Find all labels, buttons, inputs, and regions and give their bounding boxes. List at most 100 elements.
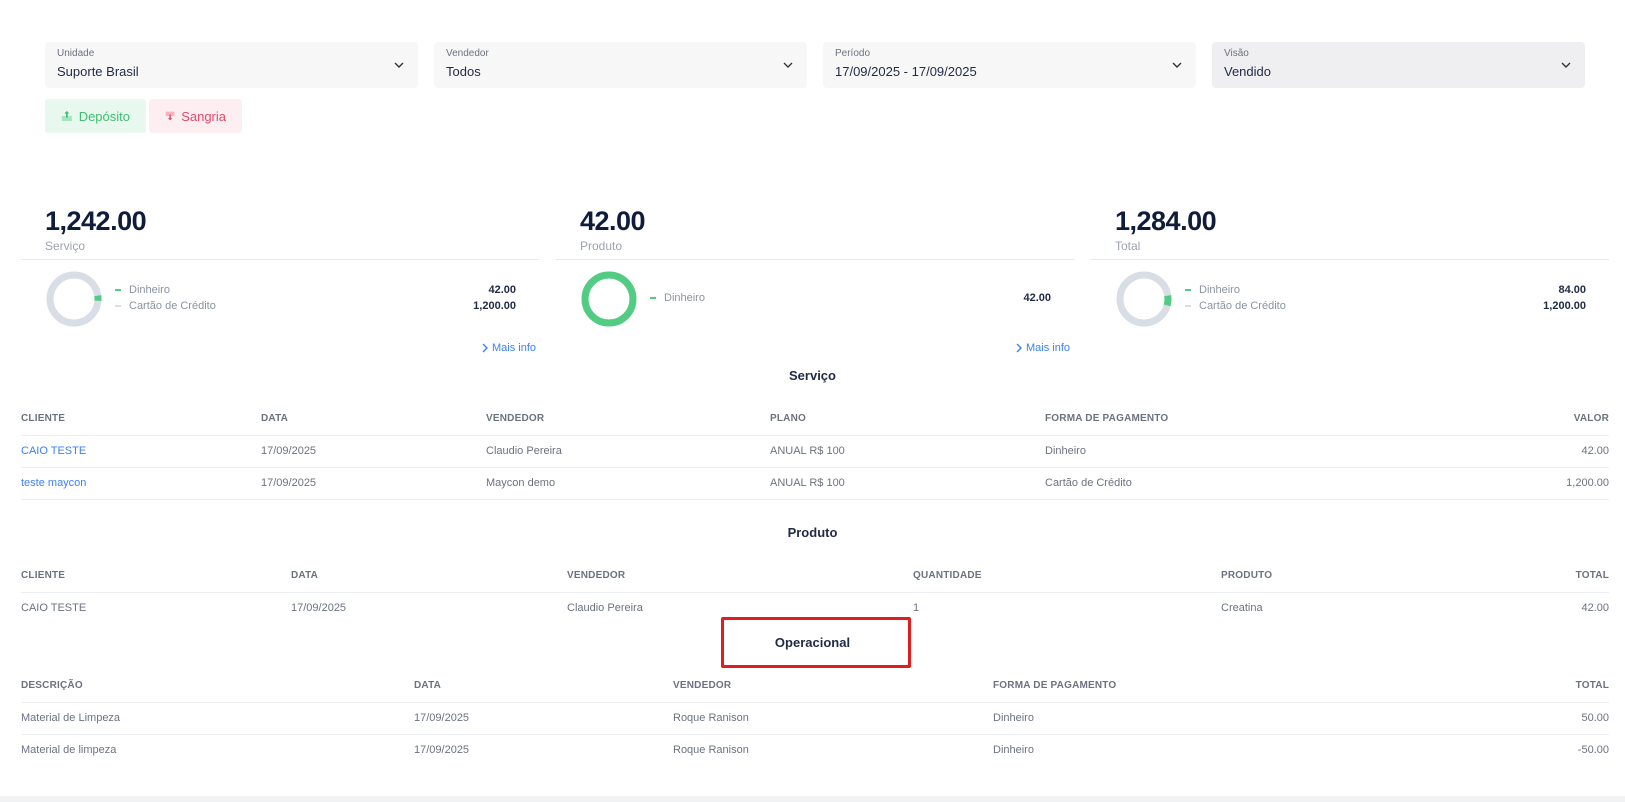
column-header: TOTAL [1575,570,1609,581]
cell: Claudio Pereira [486,445,562,457]
chevron-down-icon [1561,62,1571,68]
legend-label: Dinheiro [129,284,170,296]
legend-value: 1,200.00 [1543,300,1586,312]
table-header: DESCRIÇÃO DATA VENDEDOR FORMA DE PAGAMEN… [21,671,1609,703]
legend-value: 1,200.00 [473,300,516,312]
more-info-link[interactable]: Mais info [481,342,536,354]
chevron-down-icon [394,62,404,68]
table-row: CAIO TESTE 17/09/2025 Claudio Pereira 1 … [21,593,1609,625]
cell: -50.00 [1577,744,1609,756]
card-label: Total [1115,239,1141,253]
cell: Roque Ranison [673,712,749,724]
cell: 17/09/2025 [261,445,317,457]
legend-value: 42.00 [1023,292,1051,304]
chevron-right-icon [1016,343,1022,353]
column-header: VENDEDOR [486,413,545,424]
column-header: DATA [414,680,442,691]
card-label: Produto [580,239,623,253]
column-header: PLANO [770,413,806,424]
donut-slice-cartao [1116,271,1172,327]
more-info-label: Mais info [1026,342,1071,354]
legend-item: Dinheiro [650,292,705,304]
filter-label: Vendedor [446,48,489,59]
legend-item: Dinheiro [1185,284,1240,296]
filter-value: 17/09/2025 - 17/09/2025 [835,64,977,79]
client-link[interactable]: CAIO TESTE [21,445,87,457]
divider [21,259,539,260]
cell: Cartão de Crédito [1045,477,1132,489]
cell: 42.00 [1581,445,1609,457]
filter-label: Período [835,48,871,59]
column-header: PRODUTO [1221,570,1273,581]
filter-visao[interactable]: Visão Vendido [1212,42,1585,88]
section-title-servico: Serviço [789,368,836,383]
cell: ANUAL R$ 100 [770,477,845,489]
highlight-box [721,617,911,668]
cell: 17/09/2025 [291,602,347,614]
section-title-produto: Produto [787,525,838,540]
column-header: VENDEDOR [673,680,732,691]
divider [556,259,1074,260]
more-info-label: Mais info [492,342,537,354]
client-link[interactable]: teste maycon [21,477,87,489]
cell: Material de limpeza [21,744,117,756]
legend-value: 84.00 [1558,284,1586,296]
column-header: TOTAL [1575,680,1609,691]
filter-vendedor[interactable]: Vendedor Todos [434,42,807,88]
column-header: QUANTIDADE [913,570,982,581]
filter-unidade[interactable]: Unidade Suporte Brasil [45,42,418,88]
withdraw-label: Sangria [181,108,226,124]
cell: ANUAL R$ 100 [770,445,845,457]
legend-value: 42.00 [488,284,516,296]
donut-chart [1116,271,1172,327]
deposit-label: Depósito [78,108,130,124]
legend-label: Cartão de Crédito [129,300,216,312]
column-header: DATA [261,413,289,424]
legend-swatch [1185,289,1191,291]
legend-item: Cartão de Crédito [115,300,216,312]
section-title-operacional: Operacional [774,635,851,650]
column-header: VALOR [1573,413,1609,424]
card-amount: 1,242.00 [45,206,147,236]
cell: 17/09/2025 [414,712,470,724]
table-row: CAIO TESTE 17/09/2025 Claudio Pereira AN… [21,436,1609,468]
withdraw-button[interactable]: Sangria [149,99,242,133]
legend-swatch [115,305,121,307]
card-label: Serviço [45,239,86,253]
legend-label: Cartão de Crédito [1199,300,1286,312]
legend-item: Dinheiro [115,284,170,296]
legend-item: Cartão de Crédito [1185,300,1286,312]
donut-chart [46,271,102,327]
more-info-link[interactable]: Mais info [1015,342,1070,354]
cell: Dinheiro [1045,445,1086,457]
produto-table: CLIENTE DATA VENDEDOR QUANTIDADE PRODUTO… [21,561,1609,625]
filter-periodo[interactable]: Período 17/09/2025 - 17/09/2025 [823,42,1196,88]
download-icon [165,111,175,121]
column-header: FORMA DE PAGAMENTO [993,680,1117,691]
card-amount: 42.00 [580,206,646,236]
cell: 42.00 [1581,602,1609,614]
legend-label: Dinheiro [1199,284,1240,296]
column-header: DESCRIÇÃO [21,680,83,691]
table-row: Material de Limpeza 17/09/2025 Roque Ran… [21,703,1609,735]
deposit-button[interactable]: Depósito [45,99,146,133]
summary-card-servico: 1,242.00 Serviço Dinheiro Cartão de Créd… [21,206,539,327]
chevron-down-icon [1172,62,1182,68]
cell: 1,200.00 [1566,477,1609,489]
filter-value: Todos [446,64,481,79]
chevron-right-icon [482,343,488,353]
cell: CAIO TESTE [21,602,87,614]
summary-card-produto: 42.00 Produto Dinheiro 42.00 [556,206,1074,327]
column-header: CLIENTE [21,413,66,424]
column-header: DATA [291,570,319,581]
legend-label: Dinheiro [664,292,705,304]
filter-label: Unidade [57,48,95,59]
filter-label: Visão [1224,48,1249,59]
cell: Dinheiro [993,712,1034,724]
table-header: CLIENTE DATA VENDEDOR QUANTIDADE PRODUTO… [21,561,1609,593]
legend-swatch [1185,305,1191,307]
filter-value: Vendido [1224,64,1271,79]
column-header: VENDEDOR [567,570,626,581]
servico-table: CLIENTE DATA VENDEDOR PLANO FORMA DE PAG… [21,404,1609,500]
donut-slice-cartao [46,271,102,327]
